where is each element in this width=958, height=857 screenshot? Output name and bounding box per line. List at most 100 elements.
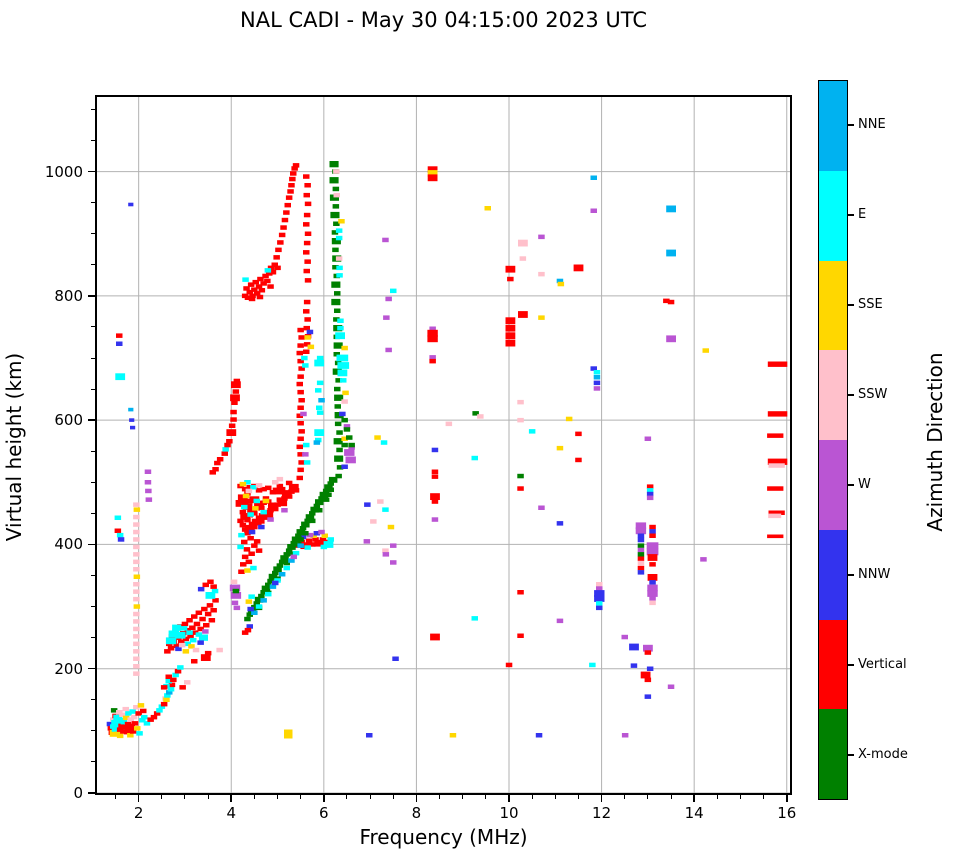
data-point: [304, 201, 312, 207]
data-point: [160, 701, 168, 707]
data-point: [312, 537, 319, 542]
data-point: [133, 529, 140, 535]
colorbar-bar: [818, 80, 848, 800]
data-point: [297, 327, 304, 333]
data-point: [274, 265, 281, 271]
colorbar-segment-nnw: [819, 529, 847, 620]
x-minor-tick: [253, 795, 255, 799]
data-point: [364, 502, 371, 507]
data-point: [322, 497, 330, 502]
data-point: [644, 650, 652, 655]
data-point: [267, 508, 274, 513]
data-point: [269, 270, 277, 275]
data-point: [267, 578, 274, 584]
data-point: [241, 504, 248, 510]
data-point: [128, 202, 134, 207]
data-point: [122, 706, 129, 712]
data-point: [637, 537, 645, 543]
data-point: [323, 541, 334, 548]
data-point: [163, 697, 170, 702]
data-point: [201, 606, 208, 612]
y-tick: [88, 170, 95, 173]
x-tick-label: 2: [133, 804, 144, 822]
data-point: [130, 714, 138, 720]
data-point: [335, 228, 343, 233]
data-point: [231, 400, 238, 405]
x-axis-label: Frequency (MHz): [359, 825, 528, 849]
data-point: [184, 641, 191, 647]
data-point: [114, 528, 122, 533]
data-point: [331, 281, 341, 288]
data-point: [596, 601, 603, 606]
data-point: [596, 586, 603, 591]
data-point: [336, 447, 343, 453]
data-point: [517, 590, 524, 595]
y-tick-label: 600: [54, 411, 83, 430]
data-point: [235, 500, 246, 507]
data-point: [340, 378, 347, 383]
data-point: [667, 684, 675, 689]
data-point: [303, 192, 310, 198]
data-point: [333, 221, 340, 226]
y-minor-tick: [91, 575, 95, 576]
data-point: [290, 540, 297, 546]
data-point: [538, 505, 545, 510]
data-point: [341, 399, 348, 404]
data-point: [383, 315, 390, 320]
data-point: [133, 567, 140, 572]
data-point: [204, 650, 212, 656]
data-point: [330, 211, 340, 219]
data-point: [122, 715, 130, 721]
data-point: [382, 548, 389, 553]
data-point: [133, 507, 141, 512]
data-point: [335, 378, 342, 383]
data-point: [590, 208, 597, 213]
data-point: [505, 324, 516, 332]
data-point: [264, 278, 271, 284]
colorbar-segment-x-mode: [819, 709, 847, 799]
data-point: [133, 671, 140, 676]
x-minor-tick: [300, 795, 302, 799]
data-point: [297, 452, 304, 457]
data-point: [135, 711, 142, 716]
data-point: [167, 687, 175, 692]
data-point: [309, 518, 316, 524]
data-point: [256, 294, 264, 300]
data-point: [318, 496, 325, 501]
data-point: [313, 440, 321, 445]
data-point: [277, 499, 288, 507]
data-point: [280, 555, 289, 562]
data-point: [124, 725, 134, 732]
data-point: [250, 485, 257, 490]
x-tick: [693, 795, 695, 802]
y-tick-label: 800: [54, 286, 83, 305]
data-point: [260, 281, 267, 286]
data-point: [382, 552, 390, 557]
data-point: [374, 435, 381, 440]
data-point: [260, 598, 267, 603]
data-point: [246, 624, 253, 629]
data-point: [663, 298, 670, 304]
data-point: [251, 610, 258, 615]
data-point: [172, 672, 179, 678]
y-minor-tick: [91, 450, 95, 452]
data-point: [292, 550, 300, 556]
data-point: [345, 456, 356, 464]
data-point: [299, 534, 307, 540]
data-point: [248, 529, 256, 535]
y-minor-tick: [91, 388, 95, 390]
data-point: [343, 424, 351, 429]
data-point: [329, 177, 339, 184]
data-point: [593, 380, 601, 386]
data-point: [309, 542, 316, 547]
data-point: [197, 586, 205, 592]
data-point: [195, 610, 203, 615]
data-point: [228, 423, 236, 428]
data-point: [303, 250, 310, 255]
data-point: [167, 646, 175, 651]
data-point: [244, 524, 255, 532]
data-point: [244, 517, 251, 523]
data-point: [334, 394, 344, 401]
data-point: [288, 558, 295, 563]
data-point: [767, 534, 784, 539]
